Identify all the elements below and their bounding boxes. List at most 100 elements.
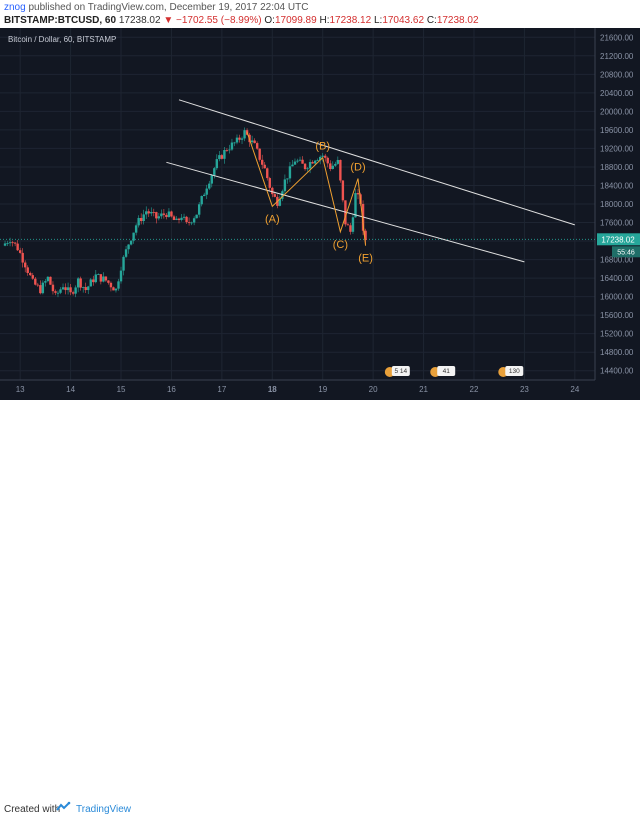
candle-body: [197, 204, 201, 215]
candle-body: [69, 287, 72, 293]
candle-body: [84, 287, 87, 291]
candle-body: [124, 249, 128, 257]
x-tick-label: 17: [217, 385, 226, 394]
y-tick-label: 17600.00: [600, 219, 634, 228]
candle-body: [271, 187, 274, 195]
candle-body: [243, 130, 246, 139]
candle-body: [364, 230, 367, 241]
y-tick-label: 16800.00: [600, 256, 634, 265]
candle-body: [250, 140, 254, 143]
candle-body: [109, 282, 113, 288]
chart-area[interactable]: 14400.00 14800.00 15200.00 15600.00 16000.00…: [0, 28, 640, 400]
candle-body: [51, 284, 55, 292]
candle-body: [36, 284, 40, 286]
candle-body: [233, 142, 236, 144]
candle-body: [150, 212, 153, 214]
candle-body: [356, 193, 360, 195]
candle-body: [104, 276, 108, 281]
candle-body: [165, 214, 168, 218]
candle-body: [238, 137, 241, 140]
candle-body: [326, 157, 329, 164]
countdown-text: 55:46: [617, 249, 635, 256]
close-value: 17238.02: [436, 15, 479, 26]
published-text: published on TradingView.com, December 1…: [28, 2, 309, 13]
candle-body: [97, 274, 100, 275]
candle-body: [24, 262, 27, 268]
candle-body: [3, 243, 7, 246]
tradingview-brand[interactable]: TradingView: [76, 804, 132, 815]
candle-body: [306, 168, 309, 170]
y-tick-label: 14800.00: [600, 348, 634, 357]
candle-body: [225, 150, 229, 151]
candle-body: [129, 240, 133, 245]
candle-body: [203, 194, 206, 197]
candle-body: [41, 282, 45, 294]
author-link[interactable]: znog: [4, 2, 26, 13]
candle-body: [8, 242, 12, 244]
event-badge-text: 5 14: [394, 368, 407, 375]
candle-body: [293, 161, 297, 165]
candle-body: [255, 143, 259, 149]
candle-body: [182, 216, 186, 218]
price-chart[interactable]: 14400.00 14800.00 15200.00 15600.00 16000.00…: [0, 28, 640, 400]
candle-body: [49, 276, 52, 285]
y-tick-label: 15600.00: [600, 311, 634, 320]
candle-body: [29, 272, 32, 276]
candle-body: [160, 213, 163, 217]
y-tick-label: 20400.00: [600, 89, 634, 98]
candle-body: [21, 252, 24, 263]
open-label: O:: [264, 15, 275, 26]
candle-body: [195, 214, 198, 219]
event-badge: [505, 366, 524, 376]
candle-body: [114, 288, 118, 291]
x-tick-label: 20: [369, 385, 378, 394]
countdown-badge: [612, 246, 640, 258]
candle-body: [79, 278, 82, 288]
candle-body: [192, 218, 196, 223]
candle-body: [175, 218, 178, 220]
candle-body: [253, 140, 256, 144]
candle-body: [215, 159, 219, 169]
y-tick-label: 20800.00: [600, 70, 634, 79]
candle-body: [157, 216, 161, 219]
y-tick-label: 21200.00: [600, 52, 634, 61]
candle-body: [185, 216, 188, 223]
tradingview-logo-icon: [56, 801, 71, 811]
candle-body: [89, 279, 92, 287]
candle-body: [339, 159, 342, 181]
candle-body: [87, 286, 90, 291]
candle-body: [56, 292, 60, 294]
candle-body: [200, 196, 203, 205]
candle-body: [261, 159, 264, 165]
y-tick-label: 18000.00: [600, 200, 634, 209]
candle-body: [13, 242, 17, 244]
x-tick-label: 19: [318, 385, 327, 394]
candle-body: [235, 137, 239, 143]
last-price: 17238.02: [118, 15, 161, 26]
candle-body: [298, 159, 302, 161]
event-badge: [391, 366, 410, 376]
candle-body: [177, 218, 181, 220]
candle-body: [102, 276, 105, 282]
candle-body: [142, 214, 145, 222]
candle-body: [308, 162, 312, 169]
candle-body: [147, 211, 150, 214]
x-tick-label: 23: [520, 385, 529, 394]
candle-body: [145, 211, 148, 215]
candle-body: [71, 292, 75, 294]
candle-body: [321, 155, 324, 157]
candle-body: [230, 142, 234, 150]
candle-body: [341, 180, 345, 201]
y-tick-label: 21600.00: [600, 33, 634, 42]
x-tick-label: 16: [167, 385, 176, 394]
candle-body: [137, 217, 140, 226]
header-bar: znog published on TradingView.com, Decem…: [0, 0, 640, 28]
y-tick-label: 20000.00: [600, 107, 634, 116]
candle-body: [210, 175, 213, 184]
y-tick-label: 19200.00: [600, 144, 634, 153]
candle-body: [6, 243, 9, 244]
candle-body: [180, 217, 183, 220]
wave-label: (D): [350, 162, 365, 174]
y-tick-label: 16000.00: [600, 293, 634, 302]
candle-body: [296, 160, 299, 162]
